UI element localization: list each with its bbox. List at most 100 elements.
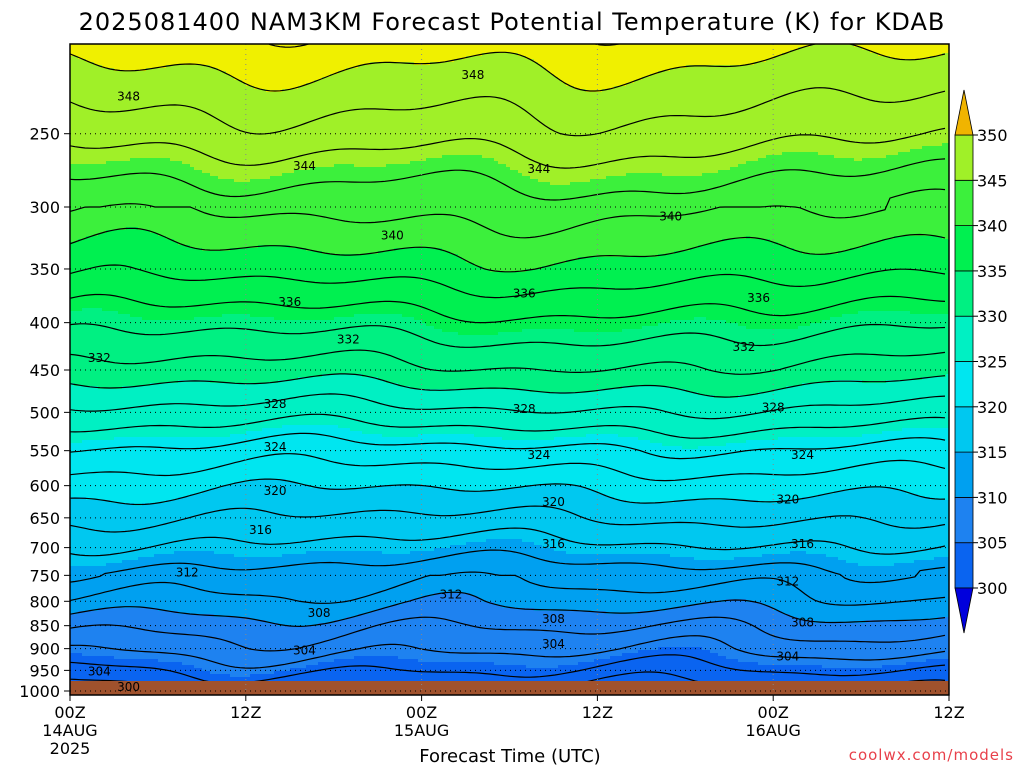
field-cell (934, 56, 939, 147)
field-cell (794, 617, 799, 666)
field-cell (850, 488, 855, 564)
field-cell (866, 245, 871, 312)
field-cell (914, 494, 919, 561)
contour-label: 312 (176, 566, 199, 580)
field-cell (938, 146, 943, 237)
field-cell (790, 44, 795, 51)
field-cell (346, 164, 351, 255)
field-cell (746, 236, 751, 330)
field-cell (874, 488, 879, 567)
field-cell (794, 251, 799, 330)
field-cell (334, 254, 339, 318)
field-cell (754, 44, 759, 63)
field-cell (370, 314, 375, 378)
field-cell (886, 566, 891, 621)
field-cell (446, 62, 451, 156)
field-cell (918, 497, 923, 561)
field-cell (246, 557, 251, 618)
field-cell (482, 491, 487, 543)
field-cell (294, 89, 299, 171)
field-cell (390, 437, 395, 486)
field-cell (234, 557, 239, 618)
field-cell (242, 482, 247, 558)
field-cell (942, 428, 947, 501)
field-cell (362, 44, 367, 66)
field-cell (222, 554, 227, 618)
field-cell (330, 74, 335, 168)
field-cell (806, 554, 811, 621)
field-cell (466, 593, 471, 663)
field-cell (166, 437, 171, 501)
contour-label-text: 312 (776, 575, 799, 589)
field-cell (210, 176, 215, 252)
field-cell (566, 260, 571, 330)
field-cell (738, 500, 743, 558)
field-cell (934, 428, 939, 501)
field-cell (538, 65, 543, 183)
field-cell (730, 599, 735, 660)
field-cell (918, 662, 923, 695)
field-cell (842, 314, 847, 381)
field-cell (134, 608, 139, 660)
field-cell (730, 65, 735, 168)
field-cell (142, 71, 147, 159)
field-cell (878, 434, 883, 489)
field-cell (298, 554, 303, 627)
field-cell (378, 656, 383, 695)
field-cell (730, 659, 735, 695)
field-cell (726, 500, 731, 561)
field-cell (826, 155, 831, 255)
field-cell (286, 554, 291, 627)
field-cell (538, 545, 543, 612)
x-tick-sublabel: 14AUG (42, 721, 97, 740)
field-cell (738, 557, 743, 600)
field-cell (470, 335, 475, 390)
field-cell (434, 158, 439, 249)
field-cell (322, 374, 327, 426)
field-cell (534, 611, 539, 669)
field-cell (914, 149, 919, 237)
field-cell (282, 380, 287, 426)
field-cell (882, 44, 887, 57)
field-cell (850, 248, 855, 315)
field-cell (414, 320, 419, 390)
field-cell (154, 68, 159, 159)
field-cell (734, 44, 739, 66)
field-cell (910, 59, 915, 150)
field-cell (386, 251, 391, 315)
field-cell (114, 563, 119, 609)
field-cell (118, 44, 123, 72)
field-cell (298, 320, 303, 378)
field-cell (606, 497, 611, 555)
field-cell (250, 383, 255, 432)
field-cell (750, 602, 755, 663)
field-cell (322, 623, 327, 663)
field-cell (534, 62, 539, 180)
field-cell (838, 380, 843, 438)
colorbar-tick-label: 325 (977, 353, 1008, 372)
field-cell (318, 251, 323, 321)
field-cell (214, 383, 219, 438)
field-cell (82, 239, 87, 309)
field-cell (126, 560, 131, 609)
field-cell (886, 56, 891, 156)
field-cell (154, 320, 159, 384)
field-cell (170, 239, 175, 321)
field-cell (226, 251, 231, 315)
field-cell (186, 437, 191, 498)
field-cell (318, 167, 323, 252)
field-cell (598, 332, 603, 390)
field-cell (622, 329, 627, 387)
colorbar-tick-label: 350 (977, 126, 1008, 145)
field-cell (454, 434, 459, 492)
field-cell (134, 227, 139, 318)
field-cell (894, 380, 899, 432)
field-cell (490, 158, 495, 273)
field-cell (802, 383, 807, 438)
field-cell (714, 65, 719, 174)
field-cell (818, 623, 823, 666)
field-cell (742, 500, 747, 558)
field-cell (350, 44, 355, 69)
field-cell (202, 44, 207, 66)
field-cell (798, 386, 803, 438)
